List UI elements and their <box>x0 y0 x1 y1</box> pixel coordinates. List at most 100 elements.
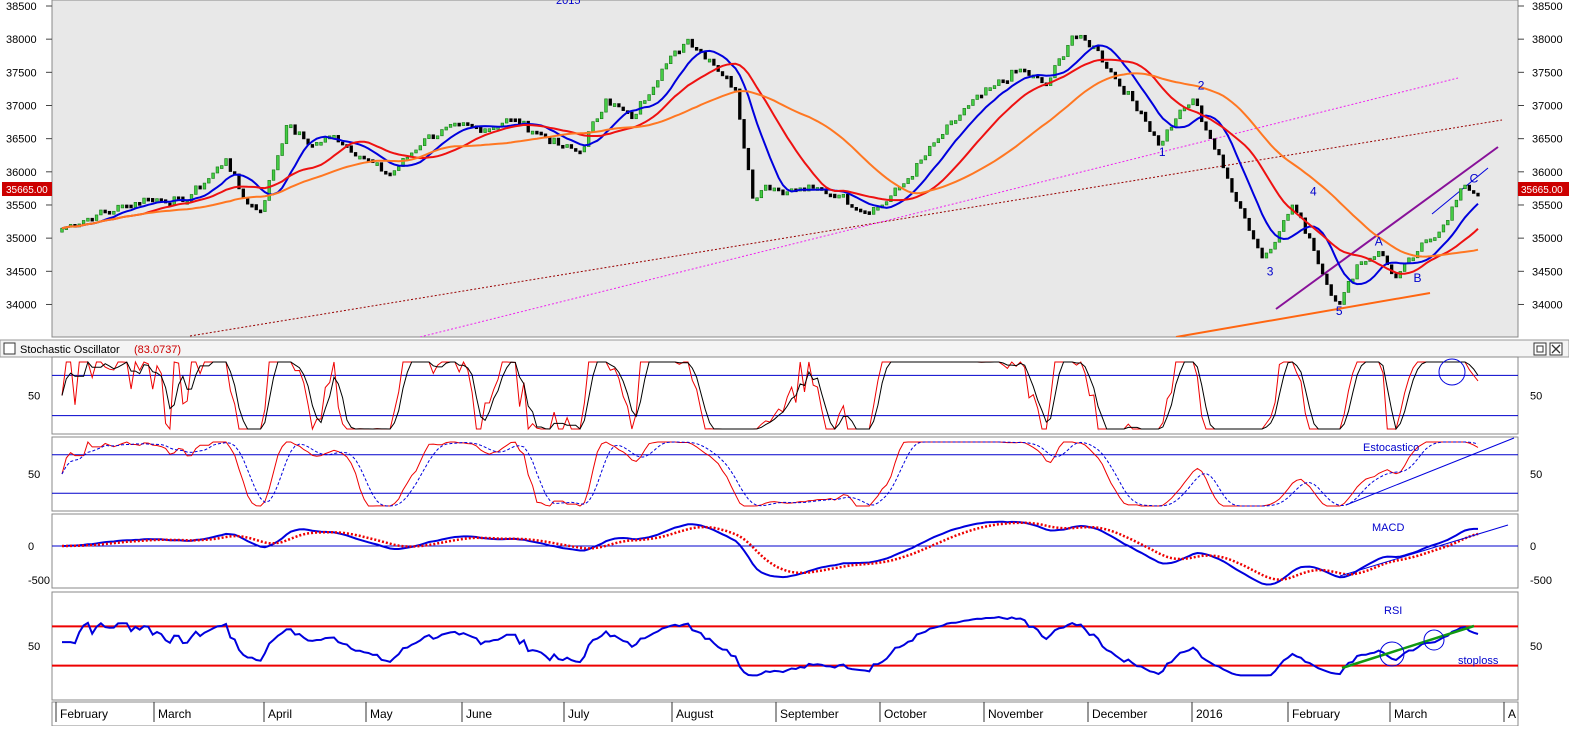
price-candle <box>1005 80 1010 84</box>
price-candle <box>263 200 267 212</box>
price-candle <box>349 145 353 153</box>
price-candle <box>768 184 772 191</box>
macd-label: MACD <box>1372 522 1404 534</box>
stoploss-label: stoploss <box>1458 655 1499 667</box>
price-candle <box>1428 238 1433 243</box>
stochastic-highlight-circle <box>1438 358 1466 386</box>
price-candle <box>1441 224 1446 233</box>
wave-label-1: 1 <box>1159 145 1166 159</box>
x-month-label: May <box>370 707 393 721</box>
maximize-icon[interactable] <box>1533 342 1547 356</box>
price-candle <box>958 114 962 121</box>
price-candle <box>418 145 422 151</box>
macd-tick-0-left: 0 <box>28 541 34 553</box>
price-candle <box>302 131 306 140</box>
price-candle <box>539 131 543 136</box>
price-candle <box>1217 149 1221 156</box>
price-candle <box>975 94 979 100</box>
price-candle <box>694 47 699 51</box>
price-candle <box>656 80 660 88</box>
x-axis-strip <box>51 701 1519 727</box>
price-candle <box>1195 98 1200 107</box>
price-candle <box>604 98 608 113</box>
price-candle <box>846 193 850 205</box>
y-tick-label-right: 35500 <box>1532 200 1563 212</box>
price-candle <box>599 111 604 120</box>
price-candle <box>530 130 535 135</box>
y-tick-label-left: 37000 <box>6 100 37 112</box>
price-candle <box>595 118 599 123</box>
wave-labels: 1 2 3 4 5 A B C <box>1159 79 1479 319</box>
y-tick-label-left: 35500 <box>6 200 37 212</box>
stochastic-header-bar: Stochastic Oscillator (83.0737) <box>3 342 1563 356</box>
price-candle <box>362 155 366 160</box>
price-candle <box>315 142 319 146</box>
price-candle <box>207 178 211 184</box>
price-candle <box>228 158 233 172</box>
price-candle <box>289 124 293 129</box>
price-candle <box>556 137 561 146</box>
price-candle <box>1325 273 1329 285</box>
price-candle <box>776 187 781 192</box>
y-tick-label-left: 34000 <box>6 299 37 311</box>
rsi-tick-50-left: 50 <box>28 641 40 653</box>
wave-label-B: B <box>1414 271 1422 285</box>
price-candle <box>1420 242 1424 252</box>
price-candle <box>241 188 245 199</box>
price-candle <box>250 203 254 208</box>
price-candle <box>859 208 863 213</box>
price-candle <box>587 131 591 147</box>
collapse-box[interactable] <box>3 342 16 355</box>
rsi-tick-50-right: 50 <box>1530 641 1542 653</box>
price-candle <box>466 122 470 126</box>
price-candle <box>103 209 107 214</box>
stochastic-tick-50-left: 50 <box>28 391 40 403</box>
price-candle <box>1165 129 1169 142</box>
price-candle <box>1238 201 1243 209</box>
price-candle <box>707 58 712 63</box>
price-candle <box>1355 264 1359 280</box>
price-candle <box>1079 34 1083 39</box>
price-candle <box>1329 284 1333 296</box>
price-candle <box>358 155 362 160</box>
price-candle <box>1372 256 1377 260</box>
price-candle <box>764 184 768 191</box>
indicator-lines <box>52 360 1518 677</box>
price-candle <box>561 144 565 149</box>
price-candle <box>133 202 138 208</box>
price-candle <box>746 147 751 171</box>
price-panel <box>51 0 1519 338</box>
price-candle <box>142 197 146 204</box>
price-candle <box>107 210 112 215</box>
price-candle <box>1169 126 1174 131</box>
y-tick-label-left: 38000 <box>6 34 37 46</box>
x-month-label: April <box>268 707 292 721</box>
price-candle <box>686 38 690 45</box>
price-candle <box>1014 69 1018 74</box>
price-candle <box>876 206 880 211</box>
price-candle <box>1243 208 1247 219</box>
price-candle <box>953 120 958 124</box>
price-candle <box>1023 68 1027 73</box>
x-month-label: October <box>884 707 927 721</box>
price-candle <box>138 202 142 206</box>
stochastic-title: Stochastic Oscillator <box>20 344 120 356</box>
sma-slow-line <box>61 72 1479 258</box>
price-candle <box>738 88 742 120</box>
price-candle <box>509 118 513 122</box>
price-candle <box>565 144 569 148</box>
price-candle <box>1230 178 1234 193</box>
close-icon[interactable] <box>1549 342 1563 356</box>
price-candle <box>1251 230 1256 240</box>
price-candle <box>884 201 889 206</box>
price-candle <box>1083 34 1087 41</box>
rsi-circle-2 <box>1423 629 1445 651</box>
price-candle <box>194 185 198 195</box>
price-candle <box>353 152 358 157</box>
price-candle <box>422 138 427 146</box>
price-candle <box>1057 58 1061 66</box>
y-tick-label-left: 38500 <box>6 1 37 13</box>
price-candle <box>1208 129 1212 139</box>
price-candle <box>427 134 431 139</box>
price-candle <box>1463 184 1467 190</box>
